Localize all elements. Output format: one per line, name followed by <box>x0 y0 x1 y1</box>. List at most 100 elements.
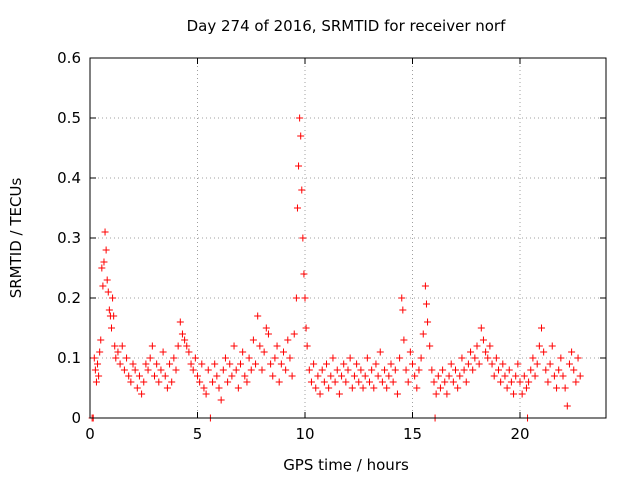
data-point <box>295 162 303 170</box>
data-point <box>303 342 311 350</box>
data-point <box>211 360 219 368</box>
data-point <box>475 360 483 368</box>
data-point <box>542 366 550 374</box>
data-point <box>123 354 131 362</box>
data-point <box>346 354 354 362</box>
data-point <box>302 324 310 332</box>
data-point <box>293 204 301 212</box>
data-point <box>479 336 487 344</box>
data-point <box>473 342 481 350</box>
data-point <box>144 366 152 374</box>
data-point <box>553 384 561 392</box>
data-point <box>432 390 440 398</box>
data-point <box>426 342 434 350</box>
data-point <box>486 342 494 350</box>
data-point <box>361 372 369 380</box>
y-tick-label: 0.2 <box>57 289 81 307</box>
data-point <box>507 378 515 386</box>
data-point <box>338 372 346 380</box>
data-point <box>434 372 442 380</box>
data-point <box>518 390 526 398</box>
data-point <box>398 294 406 302</box>
data-point <box>161 372 169 380</box>
data-point <box>112 354 120 362</box>
data-point <box>301 294 309 302</box>
data-point <box>312 384 320 392</box>
data-point <box>102 246 110 254</box>
data-point <box>226 360 234 368</box>
data-point <box>522 384 530 392</box>
data-point <box>323 360 330 368</box>
data-point <box>452 366 459 374</box>
data-point <box>357 366 365 374</box>
data-point <box>520 372 528 380</box>
data-point <box>445 372 453 380</box>
data-point <box>267 360 275 368</box>
data-point <box>221 354 229 362</box>
data-point <box>376 348 384 356</box>
data-point <box>138 390 146 398</box>
data-point <box>417 354 425 362</box>
data-point <box>198 360 206 368</box>
y-tick-label: 0.1 <box>57 349 81 367</box>
data-point <box>550 372 558 380</box>
data-point <box>413 384 421 392</box>
data-point <box>269 372 277 380</box>
data-point <box>353 360 361 368</box>
data-point <box>430 378 438 386</box>
data-point <box>191 354 199 362</box>
data-point <box>572 378 580 386</box>
data-point <box>110 312 118 320</box>
data-point <box>546 360 554 368</box>
data-point <box>389 378 397 386</box>
data-point <box>372 360 380 368</box>
data-point <box>109 294 117 302</box>
data-point <box>387 360 395 368</box>
y-tick-label: 0.5 <box>57 109 81 127</box>
data-point <box>411 372 419 380</box>
data-point <box>280 348 287 356</box>
data-point <box>495 366 502 374</box>
data-point <box>568 348 576 356</box>
data-point <box>129 360 137 368</box>
data-point <box>335 390 343 398</box>
data-point <box>114 348 122 356</box>
data-point <box>505 366 513 374</box>
data-point <box>378 378 386 386</box>
data-point <box>544 378 552 386</box>
data-point <box>174 342 182 350</box>
y-tick-label: 0.6 <box>57 49 81 67</box>
data-point <box>155 378 163 386</box>
data-point <box>196 378 204 386</box>
data-point <box>402 366 410 374</box>
data-point <box>492 354 500 362</box>
data-point <box>292 294 300 302</box>
data-point <box>316 390 324 398</box>
data-point <box>570 366 578 374</box>
data-point <box>99 282 107 290</box>
data-point <box>342 378 350 386</box>
data-point <box>187 360 195 368</box>
data-point <box>477 324 485 332</box>
data-point <box>525 378 533 386</box>
data-point <box>237 360 244 368</box>
data-point <box>409 360 416 368</box>
data-point <box>488 360 496 368</box>
data-point <box>467 348 475 356</box>
data-point <box>204 366 212 374</box>
data-point <box>501 372 509 380</box>
data-point <box>333 366 341 374</box>
data-point <box>153 360 161 368</box>
data-point <box>290 330 298 338</box>
data-point <box>484 354 492 362</box>
data-point <box>256 342 264 350</box>
data-point <box>300 270 308 278</box>
data-point <box>120 366 128 374</box>
data-point <box>96 348 104 356</box>
data-point <box>230 342 238 350</box>
data-point <box>258 366 266 374</box>
y-tick-label: 0.3 <box>57 229 81 247</box>
data-point <box>381 366 389 374</box>
data-point <box>215 384 223 392</box>
